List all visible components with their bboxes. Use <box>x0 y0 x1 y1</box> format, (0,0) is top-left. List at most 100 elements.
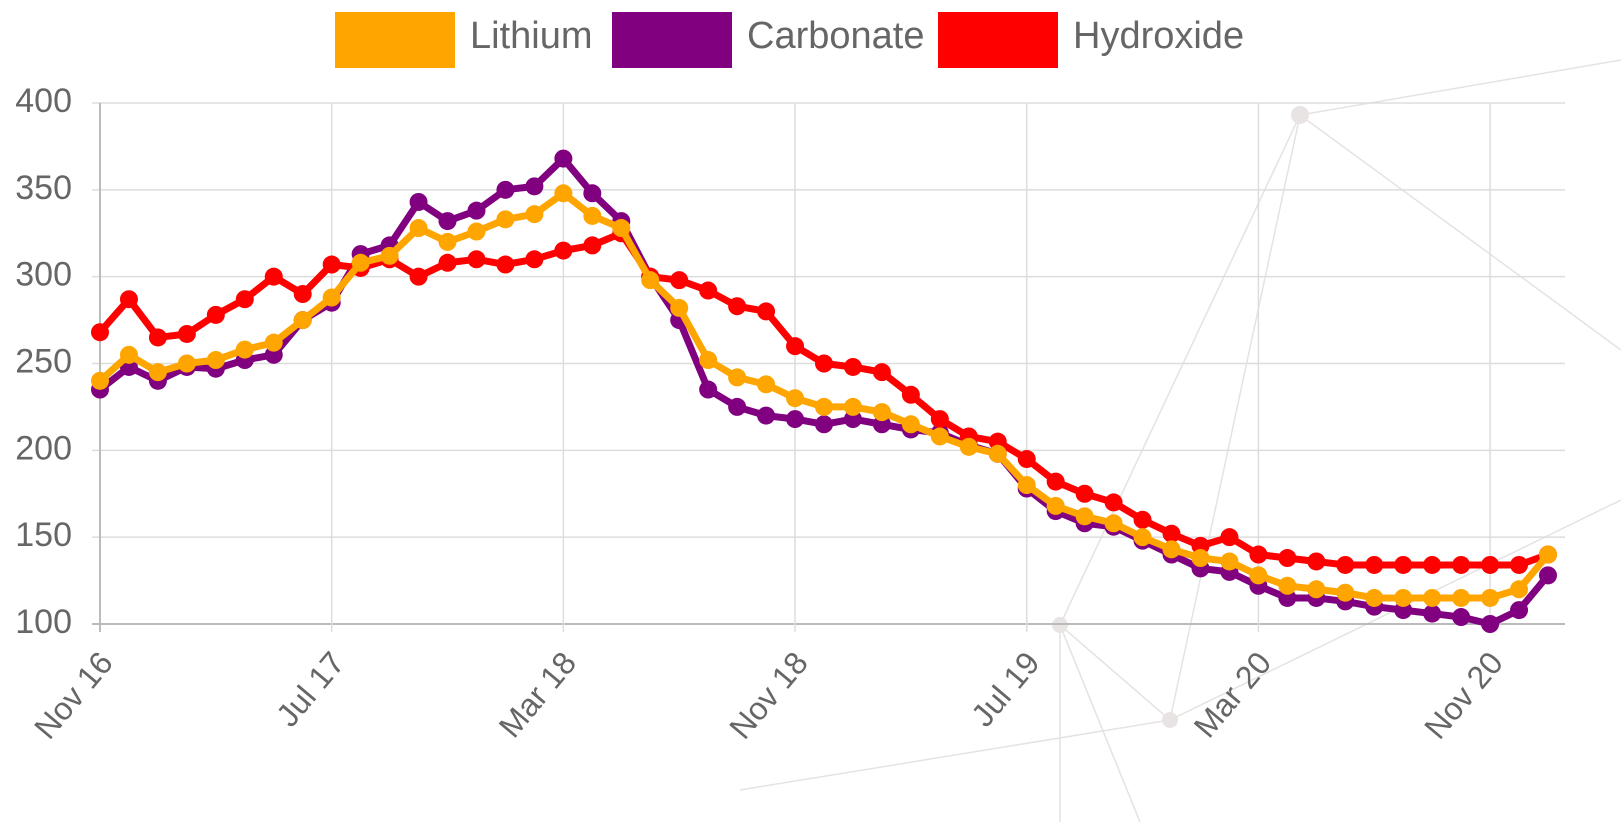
point <box>496 210 515 229</box>
point <box>1452 555 1471 574</box>
point <box>409 267 428 286</box>
point <box>843 357 862 376</box>
y-tick-label: 200 <box>15 429 72 467</box>
point <box>1278 576 1297 595</box>
point <box>1510 555 1529 574</box>
legend-label: Hydroxide <box>1073 15 1244 57</box>
point <box>699 380 718 399</box>
point <box>843 397 862 416</box>
x-tick-label: Nov 20 <box>1417 645 1510 746</box>
point <box>1510 580 1529 599</box>
point <box>930 427 949 446</box>
point <box>583 184 602 203</box>
point <box>1133 510 1152 529</box>
y-tick-label: 150 <box>15 516 72 554</box>
point <box>1191 549 1210 568</box>
point <box>235 340 254 359</box>
point <box>322 255 341 274</box>
point <box>728 368 747 387</box>
point <box>1133 528 1152 547</box>
line <box>97 155 1551 628</box>
point <box>438 253 457 272</box>
point <box>1075 484 1094 503</box>
point <box>177 354 196 373</box>
point <box>438 232 457 251</box>
point <box>1220 528 1239 547</box>
point <box>322 288 341 307</box>
point <box>1162 540 1181 559</box>
point <box>148 363 167 382</box>
point <box>496 180 515 199</box>
point <box>1394 555 1413 574</box>
point <box>148 328 167 347</box>
legend-swatch <box>938 12 1058 68</box>
y-tick-label: 250 <box>15 342 72 380</box>
y-tick-label: 350 <box>15 169 72 207</box>
point <box>1423 555 1442 574</box>
point <box>1452 588 1471 607</box>
point <box>467 250 486 269</box>
point <box>1481 588 1500 607</box>
point <box>728 297 747 316</box>
y-tick-label: 100 <box>15 603 72 641</box>
point <box>901 385 920 404</box>
legend-swatch <box>335 12 455 68</box>
point <box>786 389 805 408</box>
point <box>1481 615 1500 633</box>
x-tick-label: Nov 16 <box>27 645 120 746</box>
point <box>1510 601 1529 620</box>
point <box>641 271 660 290</box>
point <box>119 345 138 364</box>
point <box>1365 588 1384 607</box>
point <box>930 410 949 429</box>
point <box>757 375 776 394</box>
y-tick-label: 300 <box>15 256 72 294</box>
point <box>815 354 833 373</box>
point <box>293 285 312 304</box>
point <box>1539 545 1557 564</box>
point <box>119 290 138 309</box>
point <box>1104 493 1123 512</box>
point <box>467 222 486 241</box>
x-tick-label: Mar 20 <box>1187 645 1279 744</box>
point <box>525 250 544 269</box>
x-tick-label: Jul 19 <box>964 645 1046 734</box>
point <box>872 363 891 382</box>
point <box>1423 588 1442 607</box>
point <box>1423 604 1442 623</box>
point <box>1452 608 1471 627</box>
point <box>583 206 602 225</box>
point <box>206 305 225 324</box>
point <box>177 324 196 343</box>
x-tick-label: Nov 18 <box>722 645 815 746</box>
point <box>1249 545 1268 564</box>
point <box>815 415 833 434</box>
point <box>467 201 486 220</box>
point <box>1046 472 1065 491</box>
point <box>1278 549 1297 568</box>
point <box>670 298 689 317</box>
point <box>757 302 776 321</box>
point <box>409 219 428 238</box>
point <box>1336 555 1355 574</box>
point <box>1249 566 1268 585</box>
point <box>583 236 602 255</box>
point <box>1220 552 1239 571</box>
legend-swatch <box>612 12 732 68</box>
y-tick-label: 400 <box>15 82 72 120</box>
point <box>901 415 920 434</box>
point <box>1307 552 1326 571</box>
point <box>1104 514 1123 533</box>
point <box>264 267 283 286</box>
point <box>380 246 399 265</box>
point <box>959 437 978 456</box>
point <box>815 397 833 416</box>
point <box>525 177 544 196</box>
series-0 <box>91 184 1557 607</box>
point <box>612 219 631 238</box>
point <box>91 371 109 390</box>
point <box>786 410 805 429</box>
point <box>525 205 544 224</box>
point <box>1336 583 1355 602</box>
